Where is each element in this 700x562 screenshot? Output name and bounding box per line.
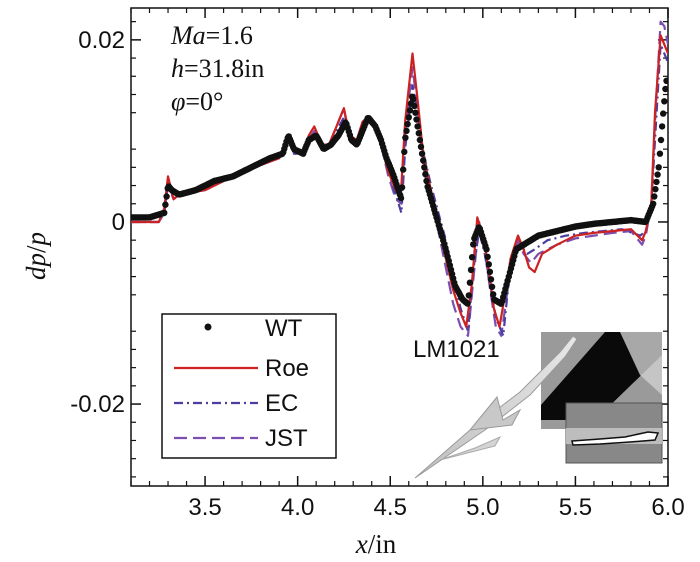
wt-data-point	[658, 123, 666, 130]
y-tick-label: -0.02	[70, 391, 125, 418]
wt-data-point	[402, 134, 409, 141]
wt-data-point	[652, 186, 659, 193]
wt-data-point	[401, 148, 408, 156]
wt-data-point	[487, 276, 495, 283]
model-label: LM1021	[413, 336, 500, 363]
wt-data-point	[484, 253, 491, 260]
wt-data-point	[415, 130, 422, 137]
y-axis-title: dp/p	[21, 232, 51, 280]
aircraft-tail	[439, 435, 502, 461]
wt-data-point	[423, 177, 430, 185]
wt-data-point	[650, 200, 657, 207]
wt-data-point	[656, 150, 664, 157]
annotation-angle: φ=0°	[171, 87, 223, 116]
legend-label-jst: JST	[265, 425, 308, 452]
x-tick-label: 3.5	[188, 494, 221, 521]
wt-data-point	[467, 266, 475, 274]
wt-data-point	[413, 116, 420, 123]
wt-data-point	[418, 150, 426, 157]
schlieren-light-region	[620, 332, 662, 395]
wt-data-point	[466, 279, 474, 286]
legend-label-wt: WT	[265, 315, 303, 342]
wt-data-point	[651, 193, 658, 200]
wt-data-point	[655, 164, 662, 171]
wt-data-point	[488, 283, 496, 290]
wt-data-point	[162, 201, 169, 208]
legend-label-roe: Roe	[265, 355, 309, 382]
series-wt-markers	[131, 77, 668, 307]
wt-data-point	[410, 95, 417, 103]
wt-data-point	[464, 300, 471, 307]
wt-data-point	[422, 171, 429, 178]
wt-data-point	[483, 246, 490, 253]
wt-data-point	[405, 114, 412, 121]
wt-data-point	[653, 178, 660, 186]
x-tick-label: 4.0	[281, 494, 314, 521]
wt-data-point	[400, 166, 407, 173]
y-tick-label: 0	[112, 209, 125, 236]
wt-data-point	[412, 109, 419, 116]
flow-conditions: Ma=1.6 h=31.8in φ=0°	[170, 21, 264, 116]
wt-data-point	[657, 136, 665, 144]
wt-data-point	[485, 261, 492, 268]
wt-data-point	[654, 171, 661, 178]
wt-data-point	[397, 194, 405, 202]
wt-data-point	[414, 123, 421, 130]
legend-label-ec: EC	[265, 390, 298, 417]
wt-data-point	[406, 107, 414, 114]
wt-data-point	[420, 157, 427, 164]
wt-data-point	[490, 291, 497, 298]
wt-data-point	[486, 268, 494, 275]
x-tick-label: 6.0	[651, 494, 684, 521]
axis-tick-labels: 3.5 4.0 4.5 5.0 5.5 6.0 0.02 0 -0.02	[70, 27, 684, 521]
x-tick-label: 5.5	[559, 494, 592, 521]
annotation-mach: Ma=1.6	[170, 21, 253, 50]
x-tick-label: 4.5	[374, 494, 407, 521]
x-axis-title: x/in	[355, 529, 397, 559]
legend-box	[161, 313, 337, 459]
model-silhouette	[571, 431, 660, 446]
y-tick-label: 0.02	[78, 27, 125, 54]
wt-data-point	[163, 193, 170, 200]
wt-data-point	[470, 241, 477, 248]
annotation-height: h=31.8in	[171, 54, 264, 83]
wt-data-point	[403, 127, 410, 135]
wt-data-point	[465, 292, 472, 299]
aircraft-wing	[468, 395, 522, 431]
wt-data-point	[411, 102, 418, 110]
wt-data-point	[404, 120, 411, 128]
axis-ticks	[130, 8, 669, 486]
data-series	[131, 20, 668, 337]
wt-data-point	[416, 136, 424, 144]
x-tick-label: 5.0	[466, 494, 499, 521]
wt-data-point	[417, 143, 425, 150]
wt-data-point	[661, 98, 668, 105]
lm1021-model-inset: LM1021	[413, 332, 663, 479]
legend-marker-wt	[204, 323, 212, 331]
wt-data-point	[662, 85, 668, 93]
wt-data-point	[421, 164, 428, 171]
legend: WT Roe EC JST	[161, 313, 337, 459]
wt-data-point	[664, 77, 668, 84]
wt-data-point	[660, 110, 667, 117]
wt-data-point	[398, 184, 406, 191]
wt-data-point	[161, 209, 168, 217]
wt-data-point	[468, 254, 476, 261]
